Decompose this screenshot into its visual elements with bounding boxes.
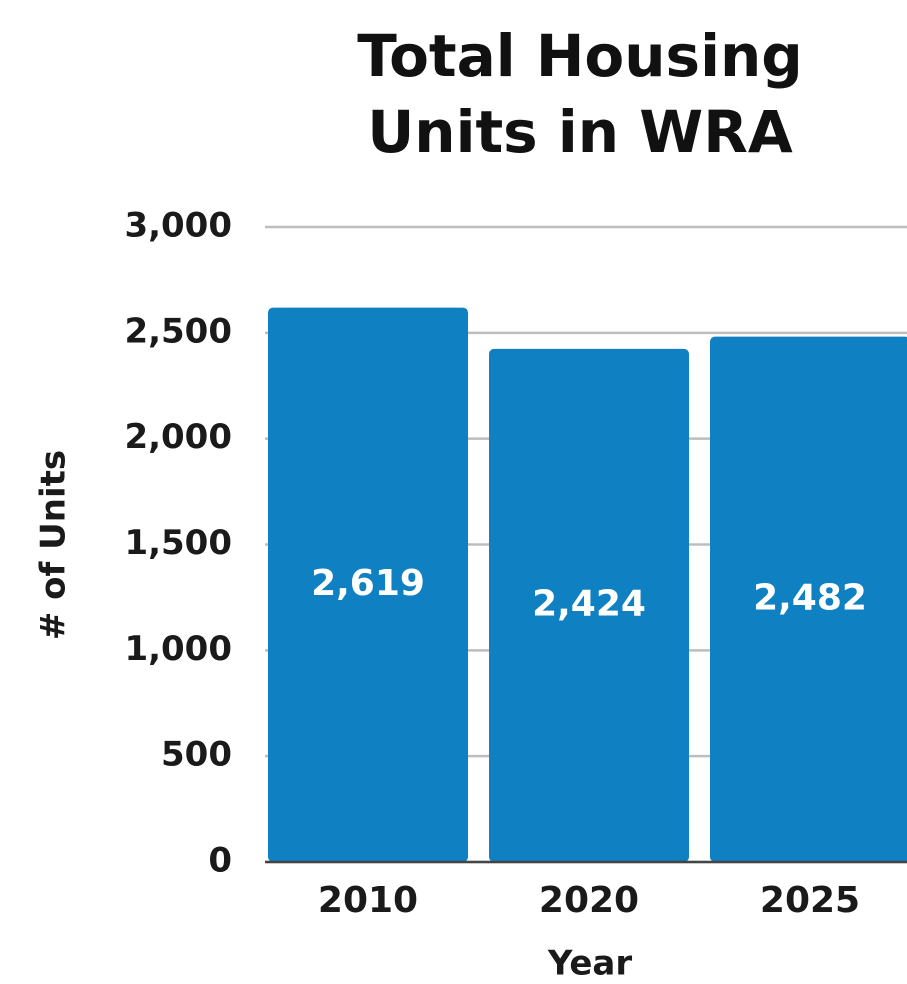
bar xyxy=(268,307,468,862)
y-tick-label: 500 xyxy=(161,735,232,775)
data-label: 2,424 xyxy=(532,583,646,624)
y-tick-label: 3,000 xyxy=(124,206,232,246)
x-tick-label: 2020 xyxy=(539,880,639,921)
data-label: 2,619 xyxy=(311,563,425,604)
y-axis-label: # of Units xyxy=(34,450,74,640)
y-tick-label: 1,000 xyxy=(124,629,232,669)
bar xyxy=(489,348,689,862)
data-label: 2,482 xyxy=(753,577,867,618)
chart-title: Total Housing Units in WRA xyxy=(357,22,803,166)
y-tick-label: 2,000 xyxy=(124,417,232,457)
y-tick-label: 2,500 xyxy=(124,311,232,351)
y-tick-label: 1,500 xyxy=(124,523,232,563)
bar xyxy=(710,336,907,862)
x-tick-label: 2010 xyxy=(318,880,418,921)
y-tick-label: 0 xyxy=(208,841,232,881)
x-tick-label: 2025 xyxy=(760,880,860,921)
x-axis-label: Year xyxy=(547,944,633,984)
